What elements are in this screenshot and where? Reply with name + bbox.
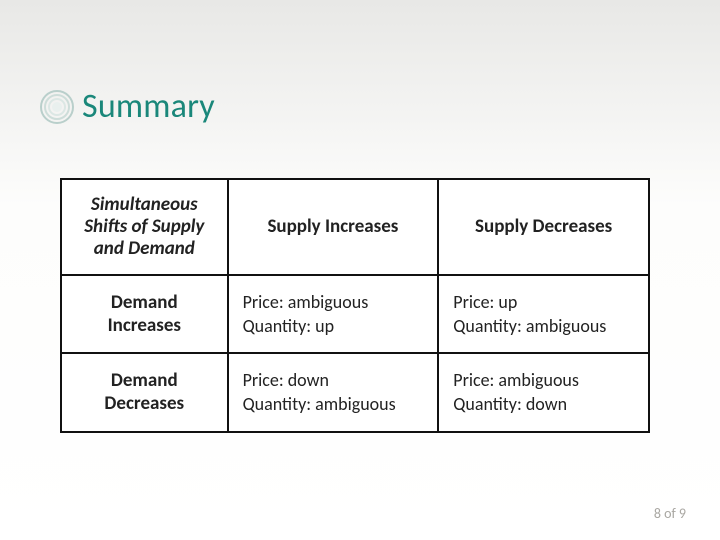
- col-header-supply-increases: Supply Increases: [228, 179, 439, 275]
- row2-label-line-2: Decreases: [76, 392, 213, 415]
- row1-label-line-2: Increases: [76, 314, 213, 337]
- cell-r2c1-price: Price: down: [243, 368, 424, 392]
- slide-title-block: Summary: [40, 86, 215, 127]
- cell-demand-up-supply-down: Price: up Quantity: ambiguous: [438, 275, 649, 354]
- corner-line-2: Shifts of Supply: [76, 216, 213, 238]
- row1-label-line-1: Demand: [76, 291, 213, 314]
- page-indicator: 8 of 9: [654, 505, 686, 522]
- cell-r1c2-qty: Quantity: ambiguous: [453, 314, 634, 338]
- row2-label-line-1: Demand: [76, 369, 213, 392]
- cell-demand-down-supply-up: Price: down Quantity: ambiguous: [228, 353, 439, 432]
- cell-r2c1-qty: Quantity: ambiguous: [243, 392, 424, 416]
- col-header-supply-decreases: Supply Decreases: [438, 179, 649, 275]
- summary-table: Simultaneous Shifts of Supply and Demand…: [60, 178, 650, 433]
- cell-demand-up-supply-up: Price: ambiguous Quantity: up: [228, 275, 439, 354]
- cell-r1c1-qty: Quantity: up: [243, 314, 424, 338]
- cell-r2c2-price: Price: ambiguous: [453, 368, 634, 392]
- table-corner-header: Simultaneous Shifts of Supply and Demand: [61, 179, 228, 275]
- cell-r2c2-qty: Quantity: down: [453, 392, 634, 416]
- cell-demand-down-supply-down: Price: ambiguous Quantity: down: [438, 353, 649, 432]
- title-bullet-icon: [40, 90, 74, 124]
- cell-r1c2-price: Price: up: [453, 290, 634, 314]
- row-header-demand-decreases: Demand Decreases: [61, 353, 228, 432]
- cell-r1c1-price: Price: ambiguous: [243, 290, 424, 314]
- corner-line-3: and Demand: [76, 238, 213, 260]
- row-header-demand-increases: Demand Increases: [61, 275, 228, 354]
- corner-line-1: Simultaneous: [76, 194, 213, 216]
- slide-title: Summary: [82, 86, 215, 127]
